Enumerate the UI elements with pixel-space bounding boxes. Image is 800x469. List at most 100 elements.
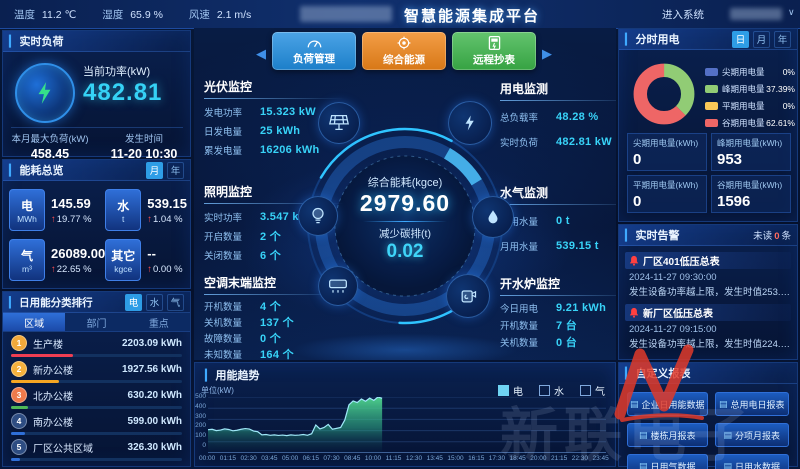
username-blurred[interactable] [730, 8, 782, 20]
alarm-item[interactable]: 厂区401低压总表 2024-11-27 09:30:00 发生设备功率越上限，… [625, 252, 791, 298]
rank-row[interactable]: 3 北办公楼 630.20 kWh [3, 384, 190, 410]
legend-label: 尖期用电量 [722, 66, 765, 77]
rank-row[interactable]: 5 厂区公共区域 326.30 kWh [3, 436, 190, 462]
donut-slice-3 [633, 63, 695, 125]
alarm-item[interactable]: 新厂区低压总表 2024-11-27 09:15:00 发生设备功率越上限，发生… [625, 304, 791, 350]
energy-name: 气 [20, 248, 33, 263]
panel-header: 分时用电 日 月 年 [619, 29, 797, 50]
metric-label: 关机数量 [500, 337, 539, 349]
tab-water[interactable]: 水 [146, 293, 163, 311]
alarm-description: 发生设备功率越上限，发生时值253.2kW，... [629, 287, 791, 298]
energy-name: 电 [20, 198, 33, 213]
trend-title: 用能趋势 [205, 367, 259, 383]
legend-item: 尖期用电量 0% [705, 63, 795, 80]
boiler-title: 开水炉监控 [500, 277, 561, 291]
report-button[interactable]: ▤ 日用气数据 [627, 454, 708, 469]
metric-value: 137 个 [260, 317, 294, 329]
integrated-energy-button[interactable]: 综合能源 [362, 32, 446, 70]
rank-row[interactable]: 4 南办公楼 599.00 kWh [3, 410, 190, 436]
x-tick-label: 20:00 [530, 455, 547, 462]
energy-value: -- [147, 245, 156, 261]
month-max-label: 本月最大负荷(kW) [11, 134, 89, 145]
report-doc-icon: ▤ [723, 429, 733, 440]
subtab-region[interactable]: 区域 [3, 313, 66, 331]
metric-row: 开机数量 4 个 [204, 298, 354, 314]
legend-electric[interactable]: 电 [498, 383, 523, 398]
tou-legend: 尖期用电量 0% 峰期用电量 37.39% 平期用电量 0% 谷期用电量 62.… [705, 63, 795, 131]
occur-time-label: 发生时间 [124, 134, 163, 145]
occur-time-value: 11-20 10:30 [110, 147, 178, 161]
tab-electric[interactable]: 电 [125, 293, 142, 311]
energy-name: 水 [117, 198, 130, 213]
metric-label: 总负载率 [500, 112, 539, 124]
energy-delta: ↑1.04 % [147, 214, 187, 225]
rank-medal: 1 [11, 335, 27, 351]
weather-label: 湿度 [102, 8, 124, 21]
panel-realtime-load: 实时负荷 当前功率(kW) 482.81 本月最大负荷(kW) 458.45 发… [2, 30, 191, 161]
report-doc-icon: ▤ [723, 460, 733, 469]
remote-meter-button[interactable]: 远程抄表 [452, 32, 536, 70]
y-tick-label: 300 [195, 412, 206, 420]
rank-row[interactable]: 1 生产楼 2203.09 kWh [3, 332, 190, 358]
rank-medal: 4 [11, 413, 27, 429]
tab-month[interactable]: 月 [753, 30, 770, 48]
power-monitor-title: 用电监测 [500, 82, 549, 96]
rank-subtabs: 区域 部门 重点 [3, 313, 190, 332]
metric-value: 0 个 [260, 333, 282, 345]
load-management-button[interactable]: 负荷管理 [272, 32, 356, 70]
tab-month[interactable]: 月 [146, 161, 163, 179]
metric-label: 日发电量 [204, 126, 243, 138]
unread-counter: 未读 0 条 [753, 231, 791, 242]
nav-button-label: 综合能源 [383, 53, 425, 66]
report-button[interactable]: ▤ 日用水数据 [714, 454, 789, 469]
trend-x-axis-labels: 00:00 01:15 02:30 03:45 05:00 06:15 07:30 08:45… [199, 455, 609, 462]
report-button[interactable]: ▤ 企业日用能数据 [627, 392, 708, 416]
report-button[interactable]: ▤ 楼栋月报表 [627, 423, 708, 447]
subtab-key[interactable]: 重点 [148, 318, 169, 330]
metric-row: 关机数量 0 台 [500, 333, 616, 350]
energy-unit-box: 水 t [105, 189, 142, 231]
metric-value: 48.28 % [556, 110, 599, 123]
rank-bar-track [11, 380, 182, 383]
nav-prev-arrow[interactable]: ◀ [256, 46, 266, 61]
metric-value: 482.81 kW [556, 135, 612, 148]
panel-daily-rank: 日用能分类排行 电 水 气 区域 部门 重点 1 生产楼 2203.09 kWh [2, 291, 191, 467]
user-dropdown-caret[interactable]: ∨ [788, 7, 795, 17]
report-button[interactable]: ▤ 总用电日报表 [714, 392, 789, 416]
nav-next-arrow[interactable]: ▶ [542, 46, 552, 61]
legend-swatch [705, 101, 718, 110]
tab-day[interactable]: 日 [732, 30, 749, 48]
legend-item: 峰期用电量 37.39% [705, 80, 795, 97]
rank-bar-track [11, 432, 182, 435]
trend-legend: 电 水 气 [498, 383, 605, 398]
tab-year[interactable]: 年 [167, 161, 184, 179]
legend-gas[interactable]: 气 [580, 383, 605, 398]
report-grid: ▤ 企业日用能数据 ▤ 总用电日报表 ▤ 楼栋月报表 ▤ 分项月报表 ▤ 日用气… [619, 384, 797, 469]
metric-label: 开启数量 [204, 231, 243, 243]
metric-row: 故障数量 0 个 [204, 330, 354, 346]
rank-bar-fill [11, 432, 25, 435]
subtab-department[interactable]: 部门 [86, 318, 107, 330]
metric-label: 开机数量 [500, 320, 539, 332]
tab-year[interactable]: 年 [774, 30, 791, 48]
x-tick-label: 12:30 [405, 455, 423, 462]
rank-name: 南办公楼 [33, 417, 73, 429]
panel-title: 自定义报表 [625, 365, 690, 381]
energy-value: 145.59 [51, 195, 91, 211]
rank-name: 新办公楼 [33, 365, 73, 377]
metric-row: 实时功率 3.547 kW [204, 207, 354, 226]
legend-item: 谷期用电量 62.61% [705, 114, 795, 131]
rank-value: 2203.09 kWh [121, 337, 182, 349]
metric-row: 未知数量 164 个 [204, 346, 354, 360]
legend-water[interactable]: 水 [539, 383, 564, 398]
enter-system-link[interactable]: 进入系统 [662, 9, 704, 21]
panel-title: 能耗总览 [9, 162, 63, 178]
tab-gas[interactable]: 气 [167, 293, 184, 311]
rank-name: 厂区公共区域 [33, 443, 93, 455]
platform-title: 智慧能源集成平台 [404, 8, 541, 25]
rank-row[interactable]: 2 新办公楼 1927.56 kWh [3, 358, 190, 384]
panel-time-of-use: 分时用电 日 月 年 尖期用电量 0% 峰期用电量 37.39% 平期用电量 [618, 28, 798, 222]
report-button[interactable]: ▤ 分项月报表 [714, 423, 789, 447]
panel-title: 分时用电 [625, 31, 679, 47]
